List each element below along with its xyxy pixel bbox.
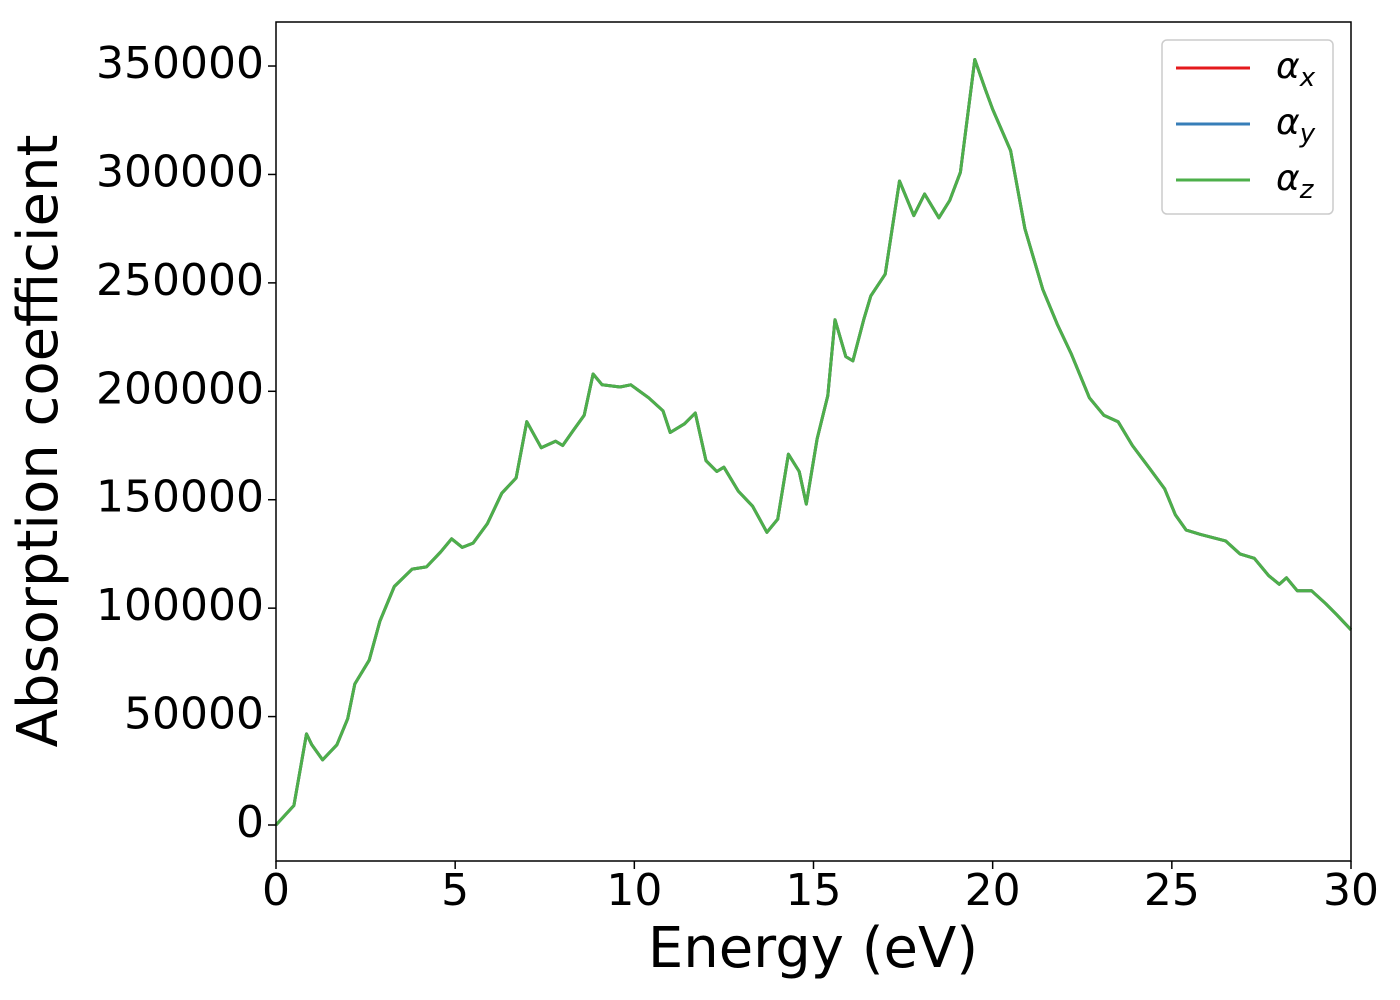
y-tick-label: 300000 <box>96 146 264 197</box>
legend-label: αz <box>1276 158 1315 205</box>
x-tick-label: 30 <box>1323 865 1379 916</box>
series-line <box>274 58 1353 827</box>
x-axis-label: Energy (eV) <box>648 916 978 981</box>
y-tick-label: 0 <box>236 797 264 848</box>
y-tick-label: 150000 <box>96 472 264 523</box>
x-tick-label: 5 <box>441 865 469 916</box>
y-tick-label: 200000 <box>96 363 264 414</box>
x-tick-label: 0 <box>262 865 290 916</box>
y-tick-label: 100000 <box>96 580 264 631</box>
plot-frame <box>275 21 1352 862</box>
legend-label: αy <box>1276 102 1316 149</box>
x-tick-label: 20 <box>965 865 1021 916</box>
x-tick-label: 25 <box>1144 865 1200 916</box>
y-axis-label: Absorption coefficient <box>6 135 71 748</box>
y-tick-label: 50000 <box>124 689 264 740</box>
x-tick-label: 15 <box>786 865 842 916</box>
x-tick-label: 10 <box>606 865 662 916</box>
legend-label: αx <box>1276 46 1316 93</box>
y-tick-label: 250000 <box>96 255 264 306</box>
y-tick-label: 350000 <box>96 38 264 89</box>
legend-box <box>1161 39 1334 215</box>
